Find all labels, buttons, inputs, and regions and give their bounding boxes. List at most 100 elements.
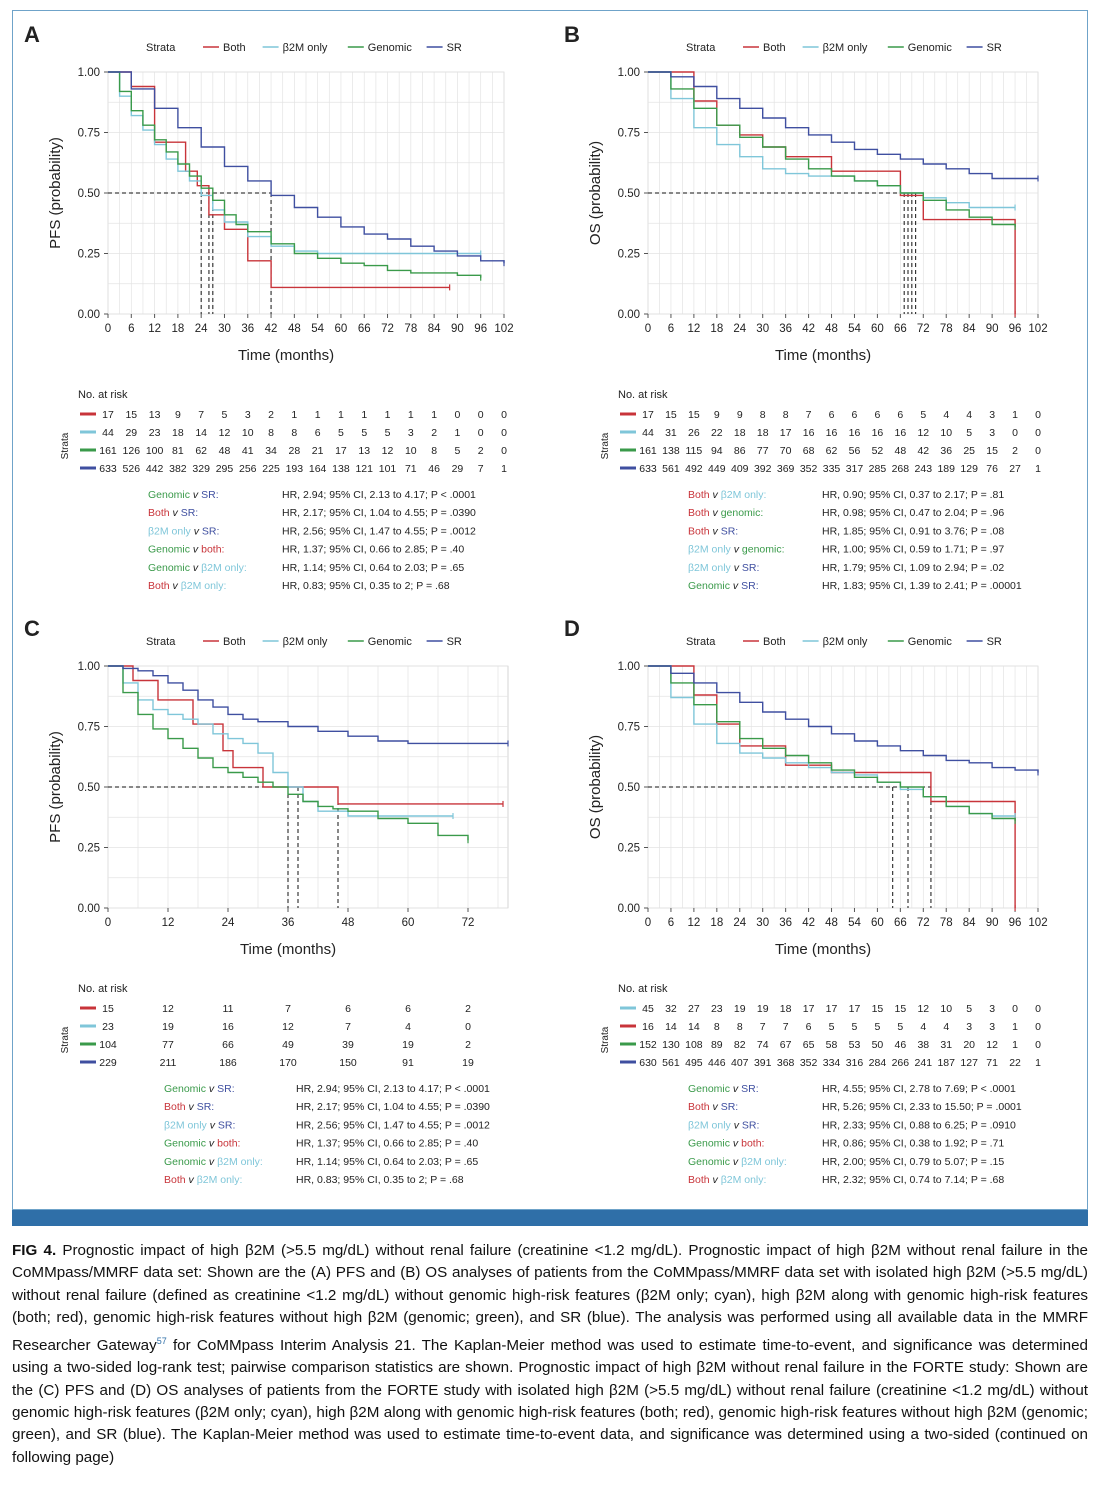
risk-cell: 22 <box>711 427 723 439</box>
risk-cell: 0 <box>1035 409 1041 421</box>
risk-cell: 8 <box>714 1021 720 1033</box>
risk-cell: 0 <box>1012 427 1018 439</box>
risk-cell: 5 <box>897 1021 903 1033</box>
caption-text-cont: for CoMMpass Interim Analysis 21. The Ka… <box>12 1336 1088 1466</box>
x-tick-label: 18 <box>171 323 184 335</box>
y-tick-label: 0.75 <box>78 722 100 734</box>
risk-cell: 0 <box>478 409 484 421</box>
risk-cell: 8 <box>291 427 297 439</box>
legend: Strata Both β2M only Genomic SR <box>686 636 1002 648</box>
risk-cell: 12 <box>162 1003 174 1015</box>
km-curve-genomic <box>648 71 1016 227</box>
risk-cell: 6 <box>852 409 858 421</box>
x-tick-label: 102 <box>1028 917 1047 929</box>
legend-label-both: Both <box>763 636 786 648</box>
risk-cell: 5 <box>966 427 972 439</box>
risk-cell: 1 <box>501 463 507 475</box>
x-tick-label: 90 <box>986 917 999 929</box>
risk-cell: 407 <box>731 1057 749 1069</box>
risk-cell: 2 <box>465 1003 471 1015</box>
stat-comparison: Genomic v SR: <box>148 489 219 501</box>
stat-comparison: Genomic v both: <box>164 1138 240 1150</box>
x-tick-label: 90 <box>451 323 464 335</box>
risk-cell: 229 <box>99 1057 117 1069</box>
median-lines <box>108 192 272 314</box>
stat-group-b: SR: <box>742 562 760 574</box>
risk-cell: 446 <box>708 1057 726 1069</box>
risk-strata-label: Strata <box>600 432 611 459</box>
risk-cell: 77 <box>162 1039 174 1051</box>
risk-cell: 81 <box>172 445 184 457</box>
stat-group-a: Both <box>148 580 170 592</box>
y-tick-label: 0.25 <box>78 843 100 855</box>
y-axis-label: OS (probability) <box>587 141 604 245</box>
legend-title: Strata <box>146 636 176 648</box>
risk-cell: 16 <box>849 427 861 439</box>
risk-cell: 62 <box>195 445 207 457</box>
panel-letter: C <box>24 616 40 641</box>
stat-comparison: Genomic v SR: <box>688 1083 759 1095</box>
risk-cell: 4 <box>943 1021 949 1033</box>
risk-cell: 15 <box>102 1003 114 1015</box>
risk-cell: 26 <box>688 427 700 439</box>
x-tick-label: 60 <box>335 323 348 335</box>
risk-cell: 449 <box>708 463 726 475</box>
stat-group-b: both: <box>217 1138 240 1150</box>
risk-cell: 186 <box>219 1057 237 1069</box>
x-tick-label: 102 <box>1028 323 1047 335</box>
x-tick-label: 6 <box>668 917 674 929</box>
risk-cell: 15 <box>665 409 677 421</box>
figure-frame <box>12 10 1088 1210</box>
figure-divider-bar <box>12 1210 1088 1226</box>
legend-label-sr: SR <box>987 636 1002 648</box>
risk-cell: 4 <box>966 409 972 421</box>
risk-cell: 71 <box>986 1057 998 1069</box>
risk-cell: 32 <box>665 1003 677 1015</box>
risk-cell: 4 <box>405 1021 411 1033</box>
stat-v: v <box>731 544 742 556</box>
risk-cell: 12 <box>219 427 231 439</box>
km-curve-sr <box>108 71 505 264</box>
risk-cell: 8 <box>737 1021 743 1033</box>
risk-cell: 66 <box>222 1039 234 1051</box>
risk-cell: 335 <box>823 463 841 475</box>
risk-cell: 45 <box>642 1003 654 1015</box>
risk-cell: 28 <box>289 445 301 457</box>
stat-comparison: Both v genomic: <box>688 507 763 519</box>
chart-a: A Strata Both β2M only Genomic SR 0.00 0.25 0.50… <box>24 22 514 592</box>
x-tick-label: 48 <box>825 323 838 335</box>
risk-cell: 3 <box>989 1021 995 1033</box>
stat-text: HR, 4.55; 95% CI, 2.78 to 7.69; P < .000… <box>822 1083 1016 1095</box>
risk-cell: 12 <box>917 1003 929 1015</box>
risk-cell: 7 <box>345 1021 351 1033</box>
risk-cell: 8 <box>760 409 766 421</box>
y-tick-label: 1.00 <box>618 661 640 673</box>
risk-cell: 5 <box>829 1021 835 1033</box>
risk-table-title: No. at risk <box>78 389 128 401</box>
risk-cell: 17 <box>803 1003 815 1015</box>
stat-v: v <box>186 1101 197 1113</box>
stat-comparison: Both v β2M only: <box>688 489 766 501</box>
stat-v: v <box>710 507 721 519</box>
stat-text: HR, 2.56; 95% CI, 1.47 to 4.55; P = .001… <box>282 525 476 537</box>
risk-cell: 334 <box>823 1057 841 1069</box>
risk-cell: 0 <box>478 427 484 439</box>
y-axis-label: OS (probability) <box>587 735 604 839</box>
risk-cell: 29 <box>452 463 464 475</box>
risk-strata-label: Strata <box>600 1026 611 1053</box>
risk-cell: 4 <box>920 1021 926 1033</box>
risk-cell: 9 <box>175 409 181 421</box>
x-tick-label: 36 <box>282 917 295 929</box>
x-tick-label: 6 <box>128 323 134 335</box>
risk-cell: 0 <box>1035 1021 1041 1033</box>
y-tick-label: 0.50 <box>618 782 640 794</box>
stat-v: v <box>731 562 742 574</box>
risk-cell: 67 <box>780 1039 792 1051</box>
risk-cell: 526 <box>123 463 141 475</box>
risk-cell: 104 <box>99 1039 117 1051</box>
curves <box>648 665 1039 911</box>
risk-cell: 16 <box>826 427 838 439</box>
x-tick-label: 60 <box>871 323 884 335</box>
stat-group-b: SR: <box>741 580 759 592</box>
stat-group-b: β2M only: <box>721 489 767 501</box>
